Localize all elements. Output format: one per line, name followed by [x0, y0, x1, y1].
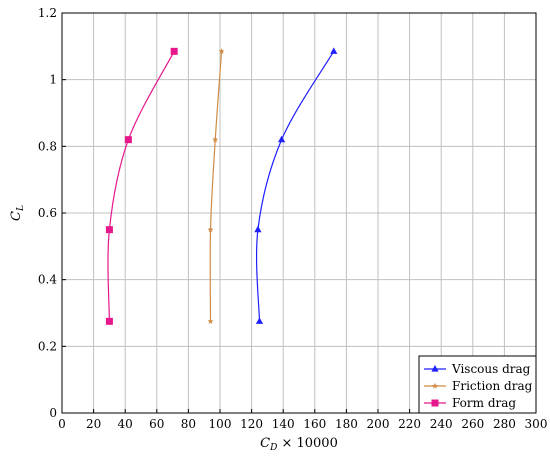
data-point: [105, 226, 113, 234]
legend-label: Viscous drag: [451, 362, 531, 376]
y-tick-label: 0.4: [38, 273, 57, 287]
series-line: [209, 51, 223, 322]
x-tick-label: 220: [398, 417, 421, 431]
data-point: [105, 317, 113, 325]
data-point: [207, 318, 214, 324]
x-tick-label: 300: [525, 417, 548, 431]
tick-labels: 0 20 40 60 80 100 120 140 160 180 200 220 240 260 280 3…: [38, 6, 548, 431]
y-tick-label: 0.2: [38, 339, 57, 353]
data-point: [278, 135, 286, 143]
legend-swatch-marker: [431, 382, 439, 389]
series-viscous-drag: [254, 47, 338, 324]
series-friction-drag: [207, 48, 225, 324]
data-point: [218, 48, 225, 54]
x-tick-label: 120: [240, 417, 263, 431]
y-axis-label: CL: [9, 205, 26, 221]
data-point: [212, 136, 219, 143]
data-point: [170, 47, 178, 55]
x-tick-label: 200: [367, 417, 390, 431]
data-point: [330, 47, 338, 54]
x-tick-label: 280: [493, 417, 516, 431]
x-tick-label: 40: [118, 417, 133, 431]
y-tick-label: 0: [49, 406, 57, 420]
legend-swatch-marker: [431, 399, 439, 407]
x-axis-label: CD × 10000: [260, 436, 338, 453]
y-tick-label: 1.2: [38, 6, 57, 20]
series-line: [107, 51, 175, 322]
y-tick-label: 1: [49, 73, 57, 87]
data-point: [254, 225, 262, 233]
y-tick-label: 0.6: [38, 206, 57, 220]
x-tick-label: 0: [58, 417, 66, 431]
legend-swatch-marker: [431, 365, 439, 372]
x-tick-label: 80: [181, 417, 196, 431]
x-tick-label: 100: [209, 417, 232, 431]
series-form-drag: [105, 47, 178, 325]
data-point: [207, 226, 214, 233]
legend-label: Form drag: [452, 396, 516, 410]
legend-label: Friction drag: [452, 379, 533, 393]
data-point: [255, 317, 264, 324]
grid: [61, 12, 537, 414]
legend-item: Friction drag: [424, 379, 533, 393]
x-tick-label: 240: [430, 417, 453, 431]
series-layer: [105, 47, 338, 325]
x-tick-label: 60: [149, 417, 164, 431]
legend-item: Viscous drag: [424, 362, 531, 376]
x-tick-label: 180: [335, 417, 358, 431]
data-point: [124, 136, 132, 144]
x-tick-label: 20: [86, 417, 101, 431]
legend: Viscous drag Friction drag Form drag: [418, 355, 537, 414]
legend-item: Form drag: [424, 396, 516, 410]
x-tick-label: 160: [303, 417, 326, 431]
x-tick-label: 140: [272, 417, 295, 431]
series-line: [255, 51, 335, 322]
x-tick-label: 260: [461, 417, 484, 431]
y-tick-label: 0.8: [38, 139, 57, 153]
